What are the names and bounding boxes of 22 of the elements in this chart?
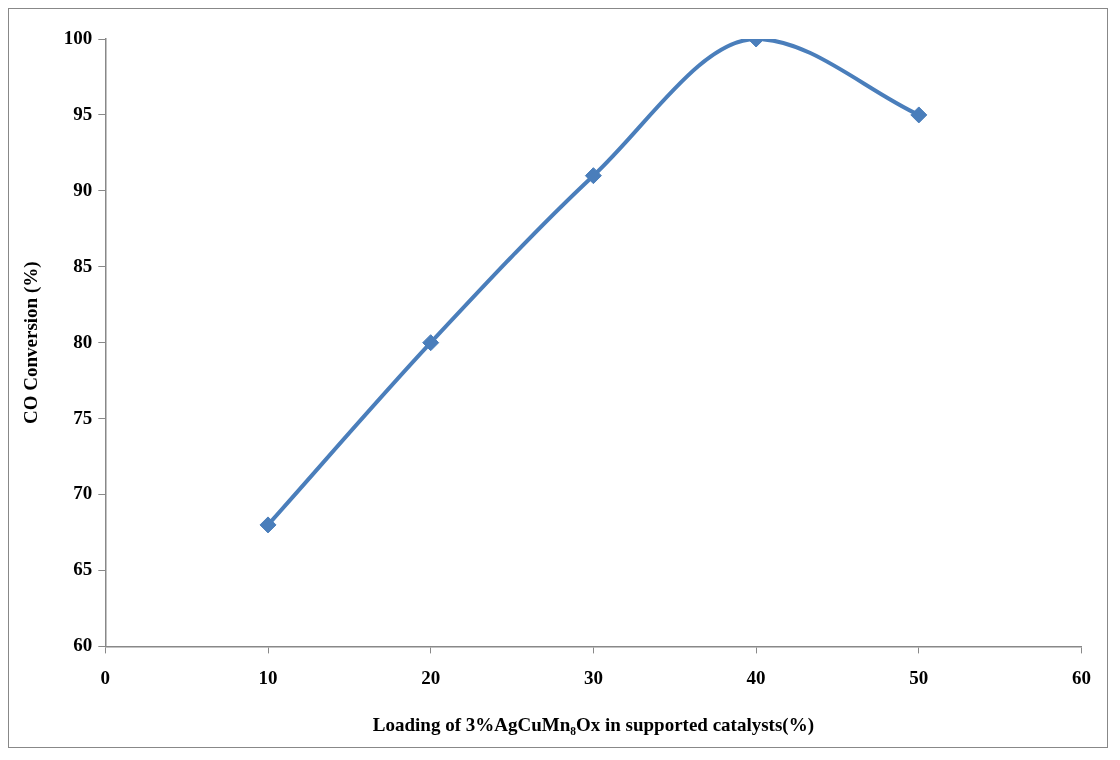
y-tick-label: 85 (73, 254, 93, 276)
y-tick-label: 95 (73, 102, 93, 124)
y-tick-label: 65 (73, 558, 93, 580)
y-tick-label: 60 (73, 634, 93, 656)
x-tick-label: 20 (421, 666, 441, 688)
point (584, 167, 602, 185)
y-tick-label: 100 (63, 26, 93, 48)
x-tick-label: 60 (1072, 666, 1091, 688)
y-tick-label: 75 (73, 406, 93, 428)
y-tick-label: 70 (73, 482, 93, 504)
y-tick-label: 80 (73, 330, 93, 352)
point (910, 106, 928, 124)
x-tick-label: 10 (258, 666, 278, 688)
y-axis-title: CO Conversion (%) (20, 261, 43, 424)
x-tick-label: 50 (909, 666, 929, 688)
point (422, 334, 440, 352)
y-tick-label: 90 (73, 178, 93, 200)
x-tick-label: 30 (583, 666, 603, 688)
point (259, 516, 277, 534)
x-axis-title: Loading of 3%AgCuMn₈Ox in supported catalysts(%) (372, 713, 814, 736)
x-tick-label: 40 (746, 666, 766, 688)
x-tick-label: 0 (100, 666, 111, 688)
